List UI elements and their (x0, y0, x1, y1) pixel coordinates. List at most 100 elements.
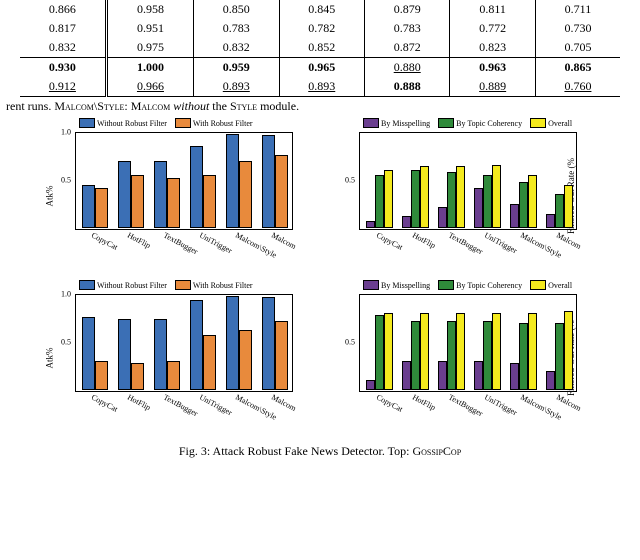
table-cell: 0.832 (20, 38, 106, 58)
bar (167, 361, 180, 390)
legend-left: Without Robust FilterWith Robust Filter (79, 280, 253, 290)
bar (447, 172, 456, 228)
x-axis-label: CopyCat (90, 231, 94, 239)
bar (239, 161, 252, 228)
legend-right: By MisspellingBy Topic CoherencyOverall (363, 280, 572, 290)
table-cell: 0.930 (20, 58, 106, 78)
bar (384, 170, 393, 228)
bar (82, 317, 95, 390)
x-axis-label: TextBugger (446, 393, 450, 401)
bar (510, 204, 519, 228)
table-cell: 1.000 (106, 58, 193, 78)
bar (438, 361, 447, 390)
y-axis-label: Atk% (45, 186, 55, 207)
chart-filter-top: By MisspellingBy Topic CoherencyOverallF… (329, 120, 595, 272)
chart-atk-bottom: Without Robust FilterWith Robust FilterA… (45, 282, 311, 434)
x-axis-label: Malcom\Style (234, 231, 238, 239)
table-cell: 0.888 (364, 77, 449, 97)
bar (375, 315, 384, 390)
bar (239, 330, 252, 390)
results-table: 0.8660.9580.8500.8450.8790.8110.7110.817… (20, 0, 620, 97)
bar (226, 134, 239, 228)
table-cell: 0.817 (20, 19, 106, 38)
bar (366, 221, 375, 228)
table-cell: 0.865 (535, 58, 620, 78)
bar (262, 297, 275, 390)
chart-atk-top: Without Robust FilterWith Robust FilterA… (45, 120, 311, 272)
figure-3: Without Robust FilterWith Robust Filter A… (40, 120, 600, 459)
x-axis-label: UniTrigger (482, 393, 486, 401)
table-cell: 0.975 (106, 38, 193, 58)
x-axis-label: CopyCat (90, 393, 94, 401)
bar (555, 194, 564, 228)
x-axis-label: CopyCat (374, 393, 378, 401)
table-cell: 0.889 (450, 77, 535, 97)
x-axis-label: HotFlip (410, 231, 414, 239)
x-axis-label: CopyCat (374, 231, 378, 239)
bar (375, 175, 384, 228)
x-axis-label: HotFlip (126, 393, 130, 401)
table-cell: 0.832 (194, 38, 279, 58)
table-cell: 0.966 (106, 77, 193, 97)
table-cell: 0.783 (364, 19, 449, 38)
table-cell: 0.912 (20, 77, 106, 97)
bar (118, 319, 131, 390)
table-cell: 0.845 (279, 0, 364, 19)
table-cell: 0.705 (535, 38, 620, 58)
table-cell: 0.811 (450, 0, 535, 19)
bar (546, 214, 555, 228)
x-axis-label: Malcom (270, 393, 274, 401)
table-cell: 0.893 (279, 77, 364, 97)
x-axis-label: TextBugger (162, 231, 166, 239)
bar (203, 175, 216, 228)
bar (456, 166, 465, 228)
bar (203, 335, 216, 390)
figure-caption: Fig. 3: Attack Robust Fake News Detector… (40, 444, 600, 459)
table-cell: 0.872 (364, 38, 449, 58)
bar (131, 363, 144, 390)
x-axis-label: UniTrigger (198, 231, 202, 239)
table-cell: 0.782 (279, 19, 364, 38)
table-cell: 0.730 (535, 19, 620, 38)
bar (190, 300, 203, 390)
bar (420, 166, 429, 228)
table-cell: 0.879 (364, 0, 449, 19)
x-axis-label: Malcom (270, 231, 274, 239)
bar (154, 319, 167, 390)
x-axis-label: Malcom\Style (518, 393, 522, 401)
bar (190, 146, 203, 228)
bar (411, 321, 420, 390)
bar (402, 216, 411, 228)
bar (447, 321, 456, 390)
bar (384, 313, 393, 390)
bar (420, 313, 429, 390)
bar (131, 175, 144, 228)
x-axis-label: Malcom (554, 393, 558, 401)
x-axis-label: HotFlip (410, 393, 414, 401)
table-cell: 0.893 (194, 77, 279, 97)
page: 0.8660.9580.8500.8450.8790.8110.7110.817… (0, 0, 640, 459)
table-cell: 0.866 (20, 0, 106, 19)
bar (82, 185, 95, 228)
table-cell: 0.772 (450, 19, 535, 38)
bar (118, 161, 131, 228)
bar (474, 361, 483, 390)
bar (402, 361, 411, 390)
bar (492, 313, 501, 390)
bar (456, 313, 465, 390)
table-cell: 0.965 (279, 58, 364, 78)
x-axis-label: Malcom\Style (518, 231, 522, 239)
bar (275, 321, 288, 390)
bar (275, 155, 288, 228)
x-axis-label: UniTrigger (198, 393, 202, 401)
figure-row-bottom: Without Robust FilterWith Robust FilterA… (40, 282, 600, 434)
bar (555, 323, 564, 390)
bar (519, 323, 528, 390)
bar (564, 185, 573, 228)
chart-filter-bottom: By MisspellingBy Topic CoherencyOverallF… (329, 282, 595, 434)
x-axis-label: Malcom\Style (234, 393, 238, 401)
bar (519, 182, 528, 228)
table-cell: 0.959 (194, 58, 279, 78)
bar (483, 175, 492, 228)
bar (167, 178, 180, 228)
